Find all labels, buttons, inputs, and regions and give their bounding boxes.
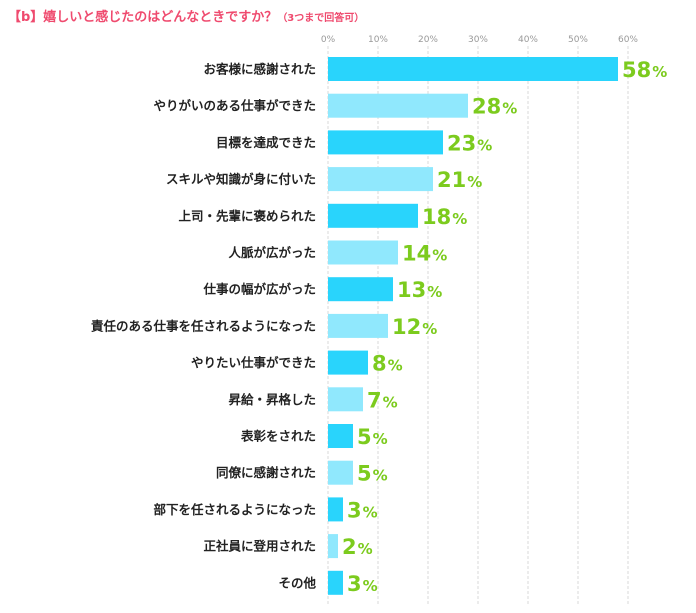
bar (328, 424, 353, 448)
x-tick-label: 0% (321, 35, 336, 45)
bar (328, 203, 418, 228)
value-label: 12% (392, 315, 437, 339)
chart-subtitle: （3つまで回答可） (277, 13, 365, 24)
x-tick-label: 60% (618, 35, 638, 45)
bar (328, 167, 433, 192)
category-label: 責任のある仕事を任されるようになった (91, 318, 316, 333)
category-label: 正社員に登用された (203, 539, 316, 554)
value-label: 8% (372, 352, 403, 376)
x-axis-ticks: 0% 10% 20% 30% 40% 50% 60% (321, 35, 639, 45)
value-label: 23% (447, 131, 492, 155)
bar (328, 240, 398, 265)
x-tick-label: 20% (418, 35, 438, 45)
value-label: 5% (357, 462, 388, 486)
value-label: 21% (437, 168, 482, 192)
category-label: やりがいのある仕事ができた (153, 98, 316, 113)
bar (328, 534, 338, 559)
category-labels: お客様に感謝されたやりがいのある仕事ができた目標を達成できたスキルや知識が身に付… (91, 62, 317, 591)
category-label: 昇給・昇格した (228, 392, 316, 407)
category-label: スキルや知識が身に付いた (166, 172, 316, 187)
category-label: 上司・先輩に褒められた (178, 208, 316, 223)
bar (328, 497, 343, 522)
bars (328, 57, 618, 595)
category-label: 仕事の幅が広がった (202, 282, 316, 297)
value-label: 5% (357, 425, 388, 449)
category-label: その他 (278, 575, 316, 590)
value-label: 7% (367, 388, 398, 412)
bar (328, 350, 368, 375)
value-label: 3% (347, 572, 378, 596)
x-tick-label: 30% (468, 35, 488, 45)
value-label: 18% (422, 205, 467, 229)
category-label: 目標を達成できた (216, 135, 316, 150)
category-label: お客様に感謝された (203, 62, 316, 77)
bar (328, 93, 468, 118)
bar (328, 130, 443, 155)
bar (328, 460, 353, 485)
category-label: 同僚に感謝された (216, 465, 316, 480)
category-label: 表彰をされた (240, 429, 316, 444)
bar (328, 570, 343, 595)
value-label: 2% (342, 535, 373, 559)
bar (328, 387, 363, 412)
value-label: 58% (622, 58, 667, 82)
bar (328, 313, 388, 338)
x-tick-label: 40% (518, 35, 538, 45)
value-label: 28% (472, 95, 517, 119)
x-tick-label: 50% (568, 35, 588, 45)
bar (328, 277, 393, 302)
bar (328, 57, 618, 81)
value-label: 13% (397, 278, 442, 302)
x-tick-label: 10% (368, 35, 388, 45)
category-label: 部下を任されるようになった (153, 502, 316, 517)
value-labels: 58% 28% 23% 21% 18% 14% 13% 12% 8% 7% 5% 5% 3% 2% 3% (342, 58, 667, 596)
value-label: 3% (347, 498, 378, 522)
category-label: 人脈が広がった (228, 245, 316, 260)
chart-title-main: 【b】嬉しいと感じたのはどんなときですか？ (8, 10, 278, 25)
category-label: やりたい仕事ができた (191, 355, 316, 370)
value-label: 14% (402, 242, 447, 266)
chart-title: 【b】嬉しいと感じたのはどんなときですか？（3つまで回答可） (8, 6, 364, 25)
